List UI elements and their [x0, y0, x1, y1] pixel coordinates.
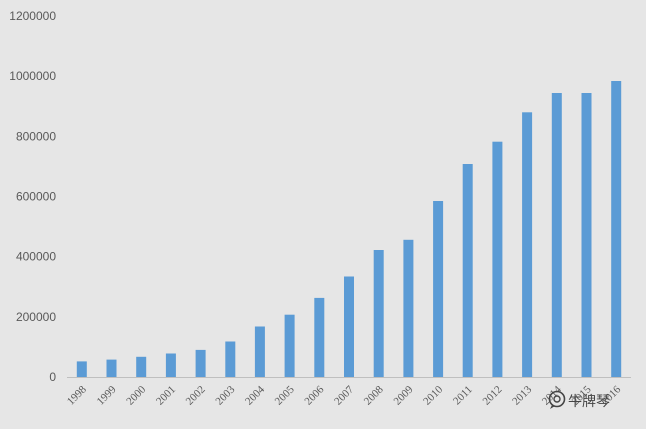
y-tick-label: 400000: [16, 250, 56, 264]
bar-2000: [136, 356, 147, 377]
bar-2016: [611, 81, 622, 377]
bar-2014: [551, 93, 562, 377]
x-tick-label: 2013: [510, 383, 534, 407]
bar-1998: [76, 361, 87, 377]
x-tick-label: 2008: [362, 383, 386, 407]
y-tick-label: 1200000: [9, 9, 56, 23]
bars-group: [76, 81, 622, 378]
x-tick-label: 2000: [124, 383, 148, 407]
y-tick-label: 600000: [16, 190, 56, 204]
x-axis-ticks: 1998 1999 2000 2001 2002 2003 2004 2005 2006 2007…: [65, 383, 624, 407]
wechat-official-account-icon: [548, 390, 566, 409]
x-tick-label: 2009: [391, 383, 415, 407]
x-tick-label: 2002: [184, 384, 208, 408]
x-tick-label: 2005: [273, 383, 297, 407]
bar-2015: [581, 93, 592, 377]
bar-2004: [254, 326, 265, 377]
x-tick-label: 2001: [154, 384, 178, 408]
x-tick-label: 2012: [480, 384, 504, 408]
bar-2007: [344, 276, 354, 377]
x-tick-label: 2003: [213, 383, 237, 407]
watermark-text: 牛牌琴: [568, 393, 610, 410]
bar-2012: [492, 141, 503, 377]
bar-1999: [106, 359, 117, 377]
bar-2001: [165, 353, 176, 377]
y-axis-ticks: 0 200000 400000 600000 800000 1000000 1200000: [9, 9, 56, 384]
x-tick-label: 2011: [451, 384, 475, 408]
x-tick-label: 1999: [95, 383, 119, 407]
x-tick-label: 2007: [332, 383, 356, 407]
bar-2002: [195, 349, 206, 377]
bar-2003: [225, 341, 236, 377]
watermark: 牛牌琴: [548, 390, 610, 410]
x-tick-label: 2004: [243, 383, 267, 407]
y-tick-label: 1000000: [9, 69, 56, 83]
bar-2009: [403, 239, 414, 377]
y-tick-label: 800000: [16, 129, 56, 143]
x-tick-label: 2010: [421, 383, 445, 407]
bar-2008: [373, 250, 384, 377]
x-tick-label: 2006: [302, 383, 326, 407]
bar-2011: [462, 164, 473, 377]
x-tick-label: 1998: [65, 383, 89, 407]
bar-2005: [284, 314, 295, 377]
bar-2013: [522, 112, 533, 378]
y-tick-label: 0: [49, 370, 56, 384]
y-tick-label: 200000: [16, 310, 56, 324]
bar-2010: [433, 201, 444, 377]
bar-2006: [314, 297, 325, 377]
